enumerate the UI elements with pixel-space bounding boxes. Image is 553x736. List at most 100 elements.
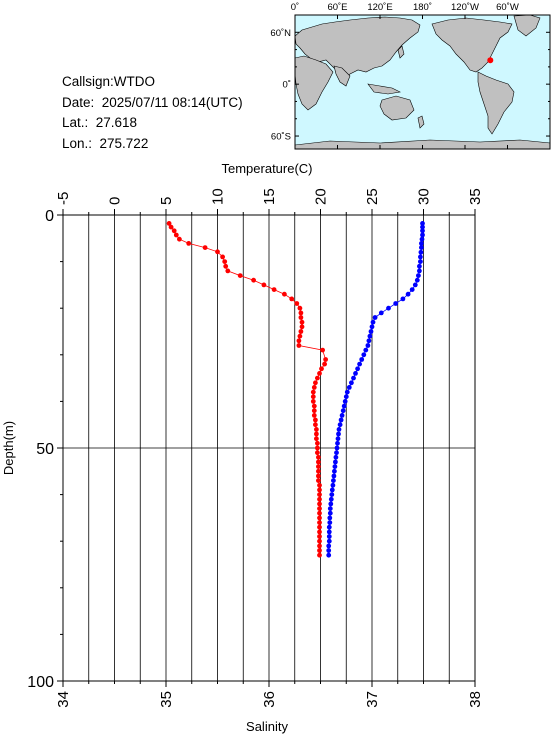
station-marker-dot [487, 57, 494, 64]
longitude-text: Lon.: 275.722 [62, 135, 149, 151]
depth-axis-ticks: 0 50 100 [27, 208, 63, 691]
temperature-point [420, 228, 425, 234]
temperature-point [333, 454, 339, 460]
salinity-point [317, 496, 322, 502]
temperature-point [331, 478, 336, 483]
salinity-point [317, 520, 322, 525]
temperature-point [326, 534, 332, 539]
temperature-point [330, 482, 336, 488]
map-lon-tick-label: 0˚ [291, 2, 299, 13]
map-lat-tick-label: 60˚S [271, 132, 291, 143]
salinity-axis-label: Salinity [246, 719, 288, 734]
land-indonesia [367, 83, 401, 95]
salinity-point [202, 245, 208, 251]
temperature-point [333, 459, 338, 465]
temperature-point [346, 385, 352, 390]
salinity-point [315, 445, 320, 451]
temperature-point [326, 524, 332, 530]
salinity-point [315, 450, 320, 456]
salinity-point [222, 259, 228, 264]
temperature-point [419, 236, 425, 242]
temperature-point [393, 301, 399, 306]
temperature-point [329, 492, 335, 497]
temperature-point [372, 315, 378, 320]
map-land [294, 14, 551, 150]
temperature-axis-ticks: -5 0 5 10 15 20 25 30 35 [55, 188, 484, 215]
temperature-point [420, 221, 425, 226]
salinity-point [296, 338, 302, 344]
depth-tick-label: 0 [45, 208, 54, 225]
salinity-point [317, 492, 322, 497]
temperature-point [340, 408, 346, 414]
map-lon-tick-label: 180˚ [413, 2, 432, 13]
land-india [333, 65, 351, 87]
salinity-point [298, 329, 304, 334]
salinity-tick-label: 37 [364, 691, 381, 708]
plot-grid [63, 215, 475, 681]
salinity-point [316, 473, 321, 479]
temperature-point [414, 277, 420, 283]
temperature-point [418, 259, 423, 264]
temperature-point [343, 394, 349, 400]
salinity-point [171, 228, 177, 234]
salinity-point [166, 221, 172, 226]
temperature-point [326, 552, 332, 558]
temperature-point [409, 287, 415, 292]
temperature-tick-label: 0 [107, 197, 124, 205]
callsign-text: Callsign:WTDO [62, 74, 156, 89]
temperature-point [335, 440, 340, 446]
salinity-point [289, 296, 295, 302]
salinity-point [313, 417, 318, 423]
salinity-point [317, 506, 322, 511]
temperature-point [329, 487, 335, 493]
salinity-point [316, 478, 321, 483]
salinity-point [317, 510, 322, 516]
salinity-point [319, 366, 324, 372]
land-new-zealand [417, 115, 425, 129]
salinity-point [225, 268, 231, 274]
salinity-point [317, 482, 322, 488]
salinity-point [314, 436, 319, 442]
salinity-point [314, 427, 319, 432]
salinity-point [323, 357, 328, 362]
depth-tick-label: 50 [36, 441, 54, 458]
salinity-point [315, 375, 320, 381]
salinity-tick-label: 35 [158, 691, 175, 708]
salinity-point [297, 305, 303, 311]
series-layer [166, 221, 425, 558]
salinity-point [315, 440, 320, 446]
salinity-point [317, 548, 322, 553]
salinity-point [168, 224, 174, 230]
temperature-point [355, 366, 360, 372]
world-map: 0˚ 60˚E 120˚E 180˚ 120˚W 60˚W 60˚N 0˚ 60˚S [270, 2, 551, 150]
salinity-point [317, 543, 322, 549]
temperature-point [412, 282, 418, 288]
salinity-point [322, 361, 327, 367]
latitude-text: Lat.: 27.618 [62, 115, 138, 130]
temperature-point [339, 413, 345, 418]
salinity-point [311, 385, 317, 390]
temperature-point [361, 352, 367, 358]
temperature-point [337, 422, 343, 428]
salinity-point [299, 319, 305, 325]
salinity-tick-label: 34 [55, 691, 72, 708]
temperature-point [405, 291, 411, 297]
salinity-point [311, 408, 317, 414]
temperature-point [326, 543, 332, 549]
temperature-point [417, 268, 422, 274]
temperature-point [336, 431, 341, 437]
salinity-point [177, 236, 182, 242]
temperature-tick-label: 30 [416, 188, 433, 205]
map-lon-tick-label: 120˚W [451, 2, 479, 13]
temperature-point [326, 538, 332, 544]
salinity-tick-label: 36 [261, 691, 278, 708]
salinity-point [311, 413, 317, 418]
land-africa [294, 55, 334, 111]
salinity-point [251, 277, 256, 283]
temperature-point [357, 361, 362, 367]
salinity-point [215, 249, 220, 255]
temperature-point [417, 263, 422, 269]
salinity-point [316, 459, 321, 465]
salinity-point [316, 454, 321, 460]
